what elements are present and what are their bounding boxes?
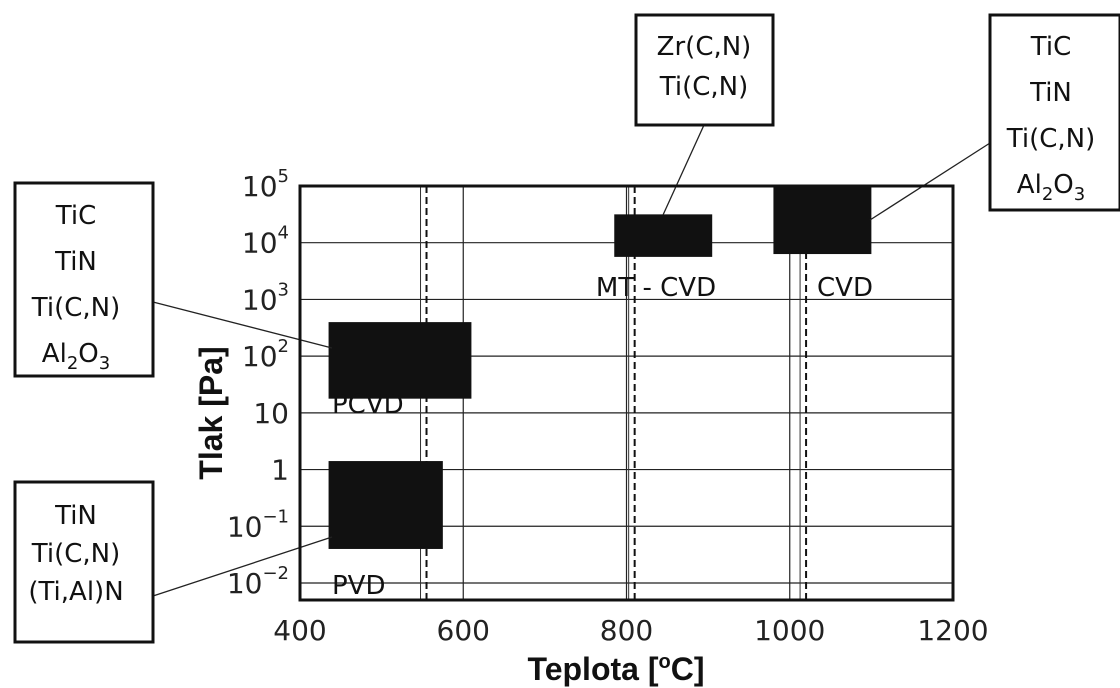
- y-tick-label: 10: [253, 397, 289, 430]
- x-axis-label-unit: C]: [671, 651, 705, 687]
- callout-box: [13, 181, 155, 378]
- region-block: [328, 322, 472, 399]
- x-tick-label: 600: [437, 614, 490, 647]
- y-tick-label: 103: [242, 279, 289, 316]
- leader-line: [152, 536, 333, 597]
- x-tick-label: 1200: [917, 614, 988, 647]
- callout-line: TiC: [1030, 32, 1071, 62]
- callout-box: [13, 480, 155, 644]
- x-tick-label: 400: [273, 614, 326, 647]
- y-tick-label: 10−1: [227, 506, 289, 543]
- region-block: [773, 186, 872, 255]
- region-block: [614, 214, 713, 257]
- region-label: PVD: [332, 571, 386, 601]
- x-axis-label-main: Teplota [: [528, 651, 659, 687]
- x-tick-label: 800: [600, 614, 653, 647]
- callout-line: TiC: [55, 201, 96, 231]
- callout-line: Al2O3: [1017, 170, 1085, 205]
- y-tick-label: 104: [242, 223, 289, 260]
- y-tick-label: 102: [242, 336, 289, 373]
- callout-line: TiN: [54, 501, 97, 531]
- y-tick-label: 1: [271, 454, 289, 487]
- callout-line: TiN: [1029, 78, 1072, 108]
- leader-line: [662, 124, 705, 216]
- callout-line: Ti(C,N): [31, 293, 120, 323]
- region-block: [328, 461, 443, 549]
- y-tick-label: 10−2: [227, 563, 289, 600]
- x-tick-label: 1000: [754, 614, 825, 647]
- leader-line: [869, 142, 991, 221]
- callouts: TiN Ti(C,N) (Ti,Al)N TiC TiN Ti(C,N) Al2O3 Zr(C…: [13, 13, 1120, 644]
- leader-line: [152, 301, 333, 349]
- region-label: PCVD: [332, 390, 404, 420]
- region-label: MT - CVD: [596, 273, 716, 303]
- x-axis-label-degree: o: [658, 651, 670, 673]
- callout-box: [988, 13, 1120, 212]
- callout-line: (Ti,Al)N: [28, 577, 123, 607]
- callout-box: [634, 13, 775, 127]
- callout-line: Zr(C,N): [657, 32, 752, 62]
- y-tick-label: 105: [242, 166, 289, 203]
- callout-line: Ti(C,N): [31, 539, 120, 569]
- callout-line: Ti(C,N): [1006, 124, 1095, 154]
- y-axis-label: Tlak [Pa]: [193, 346, 229, 479]
- callout-line: Ti(C,N): [659, 72, 748, 102]
- callout-line: TiN: [54, 247, 97, 277]
- callout-line: Al2O3: [42, 339, 110, 374]
- regions: PVD PCVD MT - CVD CVD: [328, 186, 873, 601]
- plot-frame: [298, 184, 955, 602]
- region-label: CVD: [817, 273, 873, 303]
- x-axis-label: Teplota [oC]: [528, 651, 705, 687]
